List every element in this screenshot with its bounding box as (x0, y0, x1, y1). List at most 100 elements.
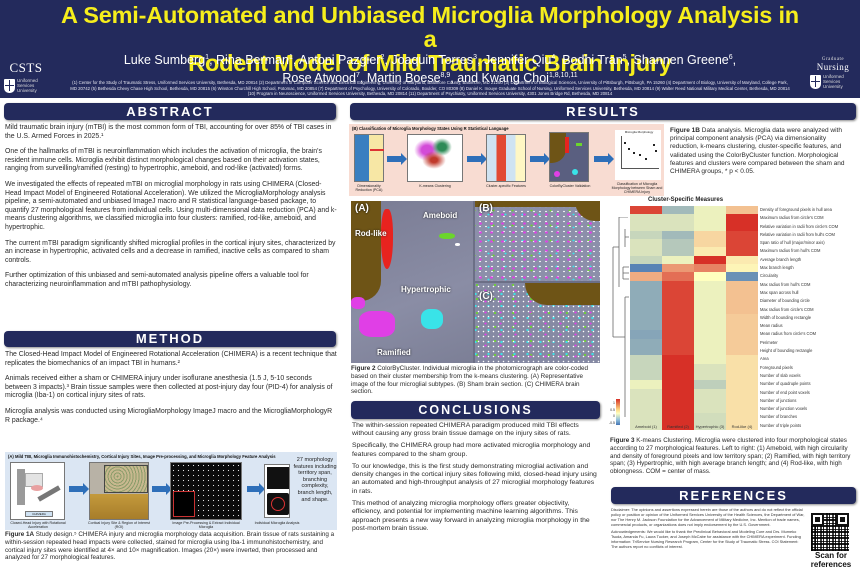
label-ramified: Ramified (377, 348, 411, 357)
heatmap-cell (694, 280, 726, 289)
conclusion-paragraph: This method of analyzing microglia morph… (352, 499, 590, 532)
arrow-right-icon (467, 153, 487, 165)
figure-1b-caption: Figure 1B Data analysis. Microglia data … (670, 127, 856, 176)
panel-label-c: (C) (479, 291, 493, 302)
logo-sub-line: Uniformed (17, 78, 38, 83)
heatmap-cell (662, 272, 694, 281)
heatmap-cell (694, 247, 726, 256)
heatmap-cell (726, 371, 758, 381)
author-affil: 7 (356, 72, 360, 80)
chimera-brain-section-image: (C) (475, 283, 600, 363)
heatmap-cell (662, 247, 694, 256)
heatmap-row-label: Maximum radius from hull's COM (760, 248, 821, 254)
column-label: Hypertrophic (3) (695, 424, 725, 429)
cluster-heatmap: Cluster-Specific Measures 1 0.5 0 -0.5 D… (603, 197, 860, 434)
heatmap-cell (630, 396, 662, 406)
figure-1a-caption: Figure 1A Study design.⁵ CHIMERA injury … (5, 531, 337, 562)
author-name: Shannen Greene (633, 53, 729, 68)
heatmap-cell (726, 338, 758, 348)
heatmap-cell (630, 206, 662, 215)
heatmap-cell (694, 255, 726, 265)
caption-label: Figure 1B (670, 127, 700, 134)
conclusion-paragraph: Specifically, the CHIMERA group had more… (352, 442, 591, 458)
heatmap-cell (630, 371, 662, 381)
heatmap-cell (726, 330, 758, 339)
heatmap-cell (630, 413, 662, 422)
heatmap-cell (662, 380, 694, 389)
author-name: and Kwang Choi (457, 71, 549, 86)
disclaimer-text: Disclaimer: The opinions and assertions … (611, 507, 805, 527)
scan-label-line: references (810, 559, 852, 569)
heatmap-cell (662, 413, 694, 422)
heatmap-cell (694, 313, 726, 323)
caption-text: K-means Clustering. Microglia were clust… (610, 437, 851, 476)
heatmap-cell (662, 322, 694, 331)
heatmap-cell (726, 222, 758, 231)
section-header-conclusions: CONCLUSIONS (351, 401, 600, 419)
author-name: Bodhi Tran (562, 53, 623, 68)
heatmap-cell (662, 330, 694, 339)
step-label: Dimensionality Reduction (PCA) (355, 184, 383, 192)
figure-1a: (A) Mild TBI, Microglia Immunohistochemi… (5, 452, 337, 530)
heatmap-cell (630, 297, 662, 306)
column-label: Ramified (2) (667, 424, 689, 429)
heatmap-cell (630, 363, 662, 372)
heatmap-row-label: Foreground pixels (760, 364, 793, 370)
heatmap-cell (630, 380, 662, 389)
author-name: Antoni Pazgier (299, 53, 381, 68)
heatmap-cell (694, 206, 726, 215)
legend-tick: 1 (613, 401, 615, 405)
method-paragraph: Microglia analysis was conducted using M… (5, 407, 333, 424)
heatmap-cell (630, 214, 662, 223)
section-header-method: METHOD (4, 331, 336, 347)
author-affil: 5 (622, 54, 627, 61)
figure-2-caption: Figure 2 ColorByCluster. Individual micr… (351, 365, 601, 396)
logo-sub-line: Services (17, 83, 35, 88)
author-name: Martin Boese (366, 71, 441, 86)
heatmap-cell (726, 413, 758, 422)
heatmap-cell (726, 388, 758, 397)
heatmap-cell (726, 206, 758, 215)
heatmap-cell (630, 222, 662, 231)
dendrogram (612, 217, 629, 417)
heatmap-cell (662, 388, 694, 397)
heatmap-cell (630, 405, 662, 414)
step-label: Closed-Head Injury with Rotational Accel… (10, 521, 66, 529)
heatmap-cell (726, 363, 758, 372)
heatmap-cell (662, 214, 694, 223)
heatmap-cell (726, 380, 758, 389)
heatmap-cell (662, 396, 694, 406)
csts-logo-text: CSTS (9, 60, 43, 75)
step-label: ColorByCluster Validation (549, 184, 591, 188)
heatmap-cell (694, 297, 726, 306)
graduate-nursing-logo: Graduate Nursing Uniformed Services Univ… (810, 57, 856, 89)
author-affil: 1,8,10,11 (548, 72, 578, 80)
heatmap-row-label: Max branch length (760, 265, 794, 271)
heatmap-row-label: Mean radius (760, 323, 783, 329)
heatmap-cell (694, 330, 726, 339)
figure-3-caption: Figure 3 K-means Clustering. Microglia w… (610, 437, 856, 476)
arrow-right-icon (387, 153, 407, 165)
heatmap-cell (726, 280, 758, 289)
abstract-paragraph: We investigated the effects of repeated … (5, 180, 337, 231)
heatmap-cell (726, 347, 758, 356)
mini-chart-title: Microglia Morphology (624, 130, 654, 134)
heatmap-row-label: Span ratio of hull (major/minor axis) (760, 240, 825, 246)
logo-sub-line: University (17, 88, 37, 93)
qr-code-icon[interactable] (811, 513, 849, 551)
heatmap-cell (694, 363, 726, 372)
legend-tick: -0.5 (608, 420, 615, 425)
acknowledgements-text: Acknowledgements: We would like to thank… (611, 529, 801, 549)
caption-text: Study design.⁵ CHIMERA injury and microg… (5, 531, 335, 562)
heatmap-cell (662, 338, 694, 348)
heatmap-row-label: Number of triple points (760, 422, 802, 428)
caption-text: ColorByCluster. Individual microglia in … (351, 365, 588, 396)
section-header-references: REFERENCES (611, 487, 856, 504)
author-name: Joaquin Torres (391, 53, 474, 68)
heatmap-cell (630, 330, 662, 339)
pca-heatmap-thumb (354, 134, 384, 182)
step-label: Cluster-specific Features (486, 184, 526, 188)
representative-microglia-image: (A) Rod-like Ameboid Hypertrophic Ramifi… (351, 201, 473, 363)
author-affil: 2 (380, 54, 385, 61)
heatmap-title: Cluster-Specific Measures (648, 197, 724, 203)
